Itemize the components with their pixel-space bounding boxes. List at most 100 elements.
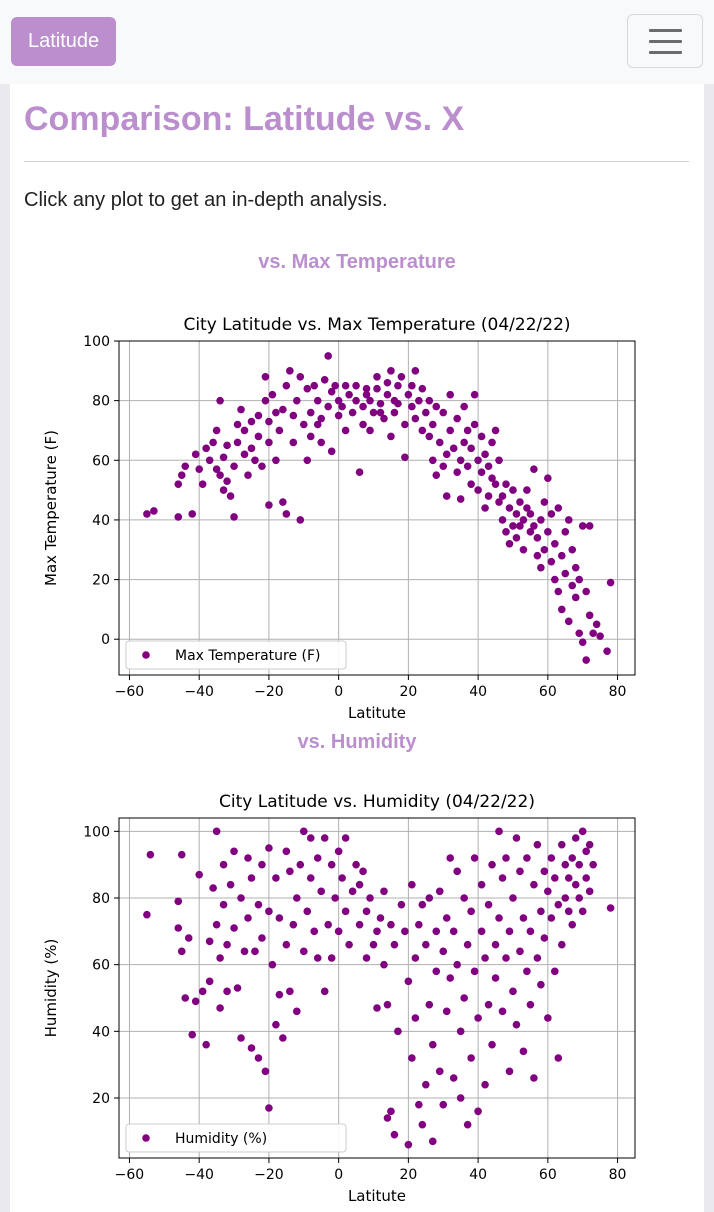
y-tick-label: 40 bbox=[92, 513, 110, 529]
main-content: Comparison: Latitude vs. X Click any plo… bbox=[10, 84, 704, 1212]
data-point bbox=[303, 456, 312, 465]
data-point bbox=[366, 894, 374, 902]
data-point bbox=[540, 498, 549, 506]
data-point bbox=[491, 974, 500, 982]
data-point bbox=[557, 940, 566, 949]
data-point bbox=[282, 510, 291, 518]
x-tick-label: 0 bbox=[334, 1167, 343, 1183]
data-point bbox=[547, 510, 556, 518]
humidity-chart[interactable]: −60 −40 −20 0 20 40 60 80 20 40 60 80 100 City Latitu… bbox=[36, 787, 636, 1212]
data-point bbox=[491, 426, 500, 435]
data-point bbox=[174, 924, 183, 932]
data-point bbox=[544, 474, 552, 482]
data-point bbox=[387, 432, 395, 441]
data-point bbox=[279, 1034, 287, 1042]
navbar-brand[interactable]: Latitude bbox=[11, 17, 117, 66]
data-point bbox=[495, 914, 503, 922]
legend-label: Max Temperature (F) bbox=[175, 648, 321, 664]
data-point bbox=[446, 390, 455, 399]
data-point bbox=[366, 396, 374, 405]
data-point bbox=[310, 927, 319, 936]
data-point bbox=[177, 471, 186, 479]
data-point bbox=[547, 557, 556, 566]
data-point bbox=[571, 834, 580, 842]
data-point bbox=[432, 402, 441, 411]
y-tick-label: 60 bbox=[92, 453, 110, 469]
data-point bbox=[408, 381, 416, 390]
data-point bbox=[446, 974, 455, 982]
data-point bbox=[530, 880, 538, 889]
data-point bbox=[279, 405, 287, 414]
data-point bbox=[254, 900, 263, 909]
y-tick-label: 20 bbox=[92, 1091, 110, 1107]
data-point bbox=[230, 462, 238, 471]
data-point bbox=[286, 367, 294, 375]
data-point bbox=[575, 575, 584, 584]
data-point bbox=[237, 894, 245, 902]
chart-title: City Latitude vs. Max Temperature (04/22… bbox=[183, 315, 570, 335]
data-point bbox=[516, 498, 524, 506]
x-tick-label: 80 bbox=[609, 1167, 627, 1183]
data-point bbox=[226, 880, 235, 889]
data-point bbox=[491, 480, 500, 488]
data-point bbox=[341, 907, 350, 916]
y-tick-label: 80 bbox=[92, 891, 110, 907]
data-point bbox=[449, 927, 458, 936]
data-point bbox=[449, 444, 458, 453]
y-tick-label: 0 bbox=[101, 632, 110, 648]
data-point bbox=[233, 420, 242, 429]
data-point bbox=[272, 408, 280, 417]
data-point bbox=[320, 834, 329, 842]
data-point bbox=[306, 874, 315, 882]
data-point bbox=[261, 1067, 270, 1076]
data-point bbox=[209, 884, 217, 892]
data-point bbox=[306, 432, 315, 441]
data-point bbox=[394, 1027, 402, 1036]
data-point bbox=[551, 874, 559, 882]
data-point bbox=[146, 850, 155, 859]
data-point bbox=[293, 1007, 301, 1016]
data-point bbox=[265, 438, 273, 447]
data-point bbox=[296, 516, 305, 524]
data-point bbox=[212, 827, 221, 836]
data-point bbox=[533, 954, 542, 962]
max-temperature-chart[interactable]: −60 −40 −20 0 20 40 60 80 0 20 40 60 80 100 City Latit… bbox=[36, 306, 636, 726]
data-point bbox=[474, 1014, 482, 1022]
data-point bbox=[247, 444, 256, 453]
y-tick-label: 20 bbox=[92, 573, 110, 589]
data-point bbox=[233, 984, 242, 992]
data-point bbox=[331, 381, 339, 390]
data-point bbox=[481, 1080, 489, 1089]
data-point bbox=[554, 587, 563, 596]
data-point bbox=[265, 417, 273, 426]
data-point bbox=[509, 486, 517, 494]
data-point bbox=[603, 647, 611, 655]
data-point bbox=[526, 927, 535, 936]
data-point bbox=[313, 854, 322, 862]
data-point bbox=[383, 378, 392, 387]
data-point bbox=[212, 920, 221, 929]
data-point bbox=[240, 426, 249, 435]
data-point bbox=[195, 870, 203, 879]
data-point bbox=[317, 414, 326, 423]
data-point bbox=[477, 927, 486, 936]
data-point bbox=[282, 940, 291, 949]
data-point bbox=[359, 402, 367, 411]
data-point bbox=[578, 638, 587, 646]
data-point bbox=[428, 1137, 437, 1146]
data-point bbox=[411, 367, 420, 375]
data-point bbox=[181, 994, 190, 1002]
navbar-toggler-button[interactable] bbox=[627, 14, 703, 68]
data-point bbox=[216, 954, 224, 962]
data-point bbox=[564, 907, 573, 916]
data-point bbox=[237, 1034, 245, 1042]
data-point bbox=[557, 551, 566, 560]
data-point bbox=[523, 504, 531, 512]
data-point bbox=[408, 880, 416, 889]
x-tick-label: −60 bbox=[115, 684, 145, 700]
data-point bbox=[275, 426, 284, 435]
x-tick-label: 20 bbox=[399, 684, 417, 700]
data-point bbox=[254, 411, 263, 420]
data-point bbox=[432, 927, 441, 936]
data-point bbox=[216, 396, 224, 405]
